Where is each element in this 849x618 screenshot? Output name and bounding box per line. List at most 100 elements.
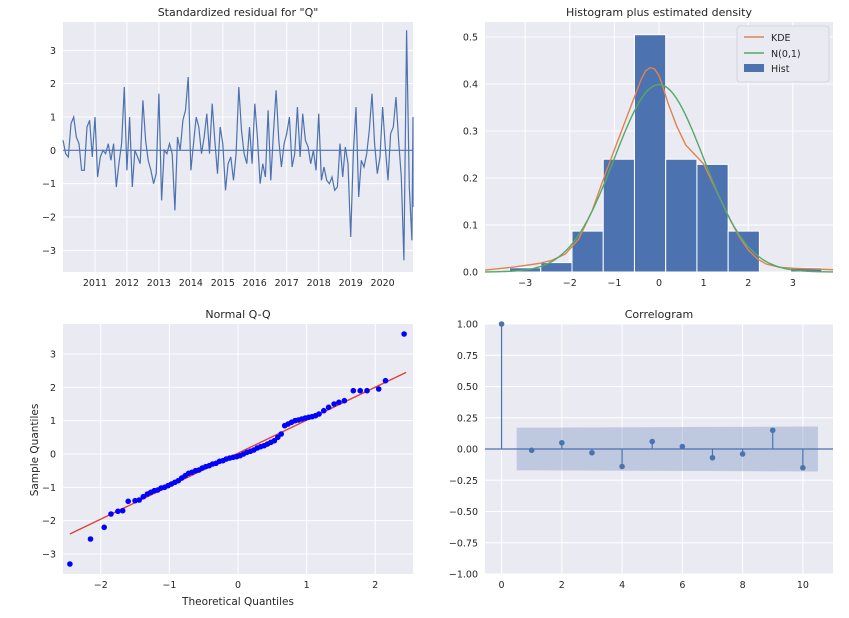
residual-y-tick-label: −2 [42,213,56,224]
legend-kde-label: KDE [771,33,791,44]
qq-point [125,498,131,505]
histogram-bar [727,230,760,273]
qq-x-tick-label: −1 [162,580,176,591]
correlogram-y-tick-label: −1.00 [449,570,478,581]
residual-panel-title: Standardized residual for "Q" [158,6,319,19]
qq-point [325,404,332,411]
qq-y-tick-label: 0 [50,450,56,461]
correlogram-panel-title: Correlogram [625,308,694,321]
acf-marker [528,447,535,454]
residual-series-line [62,30,414,261]
qq-panel: Normal Q-Q Theoretical Quantiles Sample … [29,308,413,608]
correlogram-panel: Correlogram 0 2 4 6 8 10 −1.00 −0.75 −0.50 −0.25 0… [449,308,833,591]
correlogram-x-tick-label: 2 [559,580,565,591]
histogram-bar [602,158,635,273]
residual-y-tick-label: −1 [42,179,56,190]
residual-x-tick-label: 2020 [371,278,395,289]
correlogram-y-tick-label: −0.75 [449,538,478,549]
qq-point [321,407,327,414]
histogram-bar [665,158,698,273]
correlogram-y-tick-label: 0.25 [457,413,478,424]
qq-point [357,387,364,394]
qq-point [350,387,357,394]
histogram-legend: KDE N(0,1) Hist [736,25,830,83]
residual-x-tick-label: 2013 [147,278,171,289]
qq-x-tick-label: 2 [372,580,378,591]
qq-y-tick-label: 2 [50,383,56,394]
histogram-x-tick-label: −1 [607,278,621,289]
acf-marker [709,454,716,461]
qq-x-tick-label: −2 [94,580,108,591]
residual-y-tick-label: −3 [42,246,56,257]
correlogram-x-tick-label: 6 [679,580,685,591]
qq-x-axis-label: Theoretical Quantiles [181,596,294,608]
histogram-x-tick-label: 0 [656,278,662,289]
qq-point [401,331,407,337]
qq-y-tick-label: −1 [42,483,56,494]
correlogram-y-tick-label: 0.00 [457,445,478,456]
legend-hist-label: Hist [771,64,790,75]
histogram-bar [633,34,667,273]
qq-point [364,387,370,394]
qq-y-tick-label: −3 [42,550,56,561]
correlogram-x-tick-label: 8 [740,580,746,591]
residual-y-tick-label: 3 [50,46,56,57]
legend-hist-swatch [744,64,764,72]
histogram-y-tick-label: 0.3 [463,127,478,138]
correlogram-y-tick-label: 1.00 [457,320,478,331]
histogram-y-tick-label: 0.5 [463,33,478,44]
qq-point [136,497,142,503]
histogram-panel-title: Histogram plus estimated density [566,6,753,19]
qq-x-tick-label: 1 [304,580,310,591]
qq-reference-line [69,371,407,535]
residual-x-tick-label: 2019 [339,278,363,289]
acf-marker [739,451,746,457]
qq-point [140,493,147,500]
histogram-x-tick-label: 1 [701,278,707,289]
residual-x-tick-label: 2018 [307,278,331,289]
histogram-y-tick-label: 0.4 [463,80,478,91]
qq-point [278,431,285,437]
qq-point [271,437,278,444]
histogram-y-tick-label: 0.2 [463,174,478,185]
histogram-x-tick-label: −2 [563,278,577,289]
qq-panel-title: Normal Q-Q [205,308,271,321]
residual-plot-area [63,22,413,272]
normal-density-line [485,83,833,273]
legend-normal-label: N(0,1) [771,49,801,60]
acf-marker [679,443,686,450]
residual-x-tick-label: 2014 [179,278,203,289]
histogram-x-tick-label: −3 [518,278,532,289]
residual-x-tick-label: 2012 [115,278,139,289]
qq-y-tick-label: −2 [42,516,56,527]
correlogram-y-tick-label: 0.75 [457,351,478,362]
qq-point [316,411,322,417]
histogram-y-tick-label: 0.1 [463,221,478,232]
acf-marker [800,464,806,471]
correlogram-y-tick-label: −0.25 [449,476,478,487]
acf-marker [559,439,565,446]
acf-marker [769,427,776,434]
qq-y-tick-label: 3 [50,350,56,361]
qq-x-tick-label: 0 [235,580,241,591]
qq-point [375,386,382,392]
correlogram-x-tick-label: 0 [499,580,505,591]
qq-point [101,524,107,531]
histogram-x-tick-label: 2 [745,278,751,289]
acf-marker [498,321,505,327]
qq-point [108,511,114,517]
histogram-x-tick-label: 3 [790,278,796,289]
kde-line [484,66,834,271]
histogram-y-tick-label: 0.0 [463,268,478,279]
residual-x-tick-label: 2011 [83,278,107,289]
qq-point [119,507,126,514]
qq-point [115,508,121,515]
qq-point [87,536,94,542]
qq-point [336,399,342,406]
correlogram-y-tick-label: 0.50 [457,382,478,393]
qq-point [382,377,389,384]
residual-y-tick-label: 1 [50,113,56,124]
histogram-panel: Histogram plus estimated density −3 −2 −1 0… [463,6,834,289]
qq-point [331,401,337,407]
